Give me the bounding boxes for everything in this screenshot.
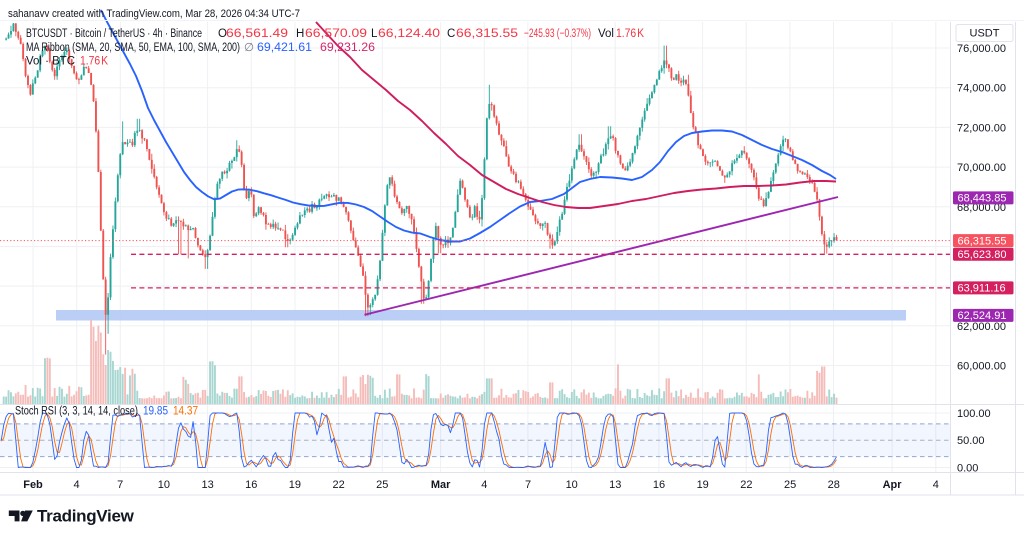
svg-text:19.85: 19.85: [143, 406, 168, 418]
svg-text:66,570.09: 66,570.09: [305, 28, 367, 40]
svg-text:4: 4: [73, 479, 79, 491]
svg-text:sahanavv created with TradingV: sahanavv created with TradingView.com, M…: [8, 8, 300, 20]
svg-text:19: 19: [289, 479, 301, 491]
svg-text:68,443.85: 68,443.85: [958, 193, 1007, 205]
svg-text:16: 16: [245, 479, 257, 491]
svg-text:−245.93 (−0.37%): −245.93 (−0.37%): [524, 28, 591, 40]
svg-text:4: 4: [933, 479, 939, 491]
svg-text:H: H: [296, 28, 304, 40]
svg-text:22: 22: [332, 479, 344, 491]
svg-text:28: 28: [828, 479, 840, 491]
svg-text:66,315.55: 66,315.55: [456, 28, 518, 40]
svg-text:62,524.91: 62,524.91: [958, 310, 1007, 322]
svg-text:10: 10: [158, 479, 170, 491]
svg-text:70,000.00: 70,000.00: [957, 162, 1006, 174]
svg-text:0.00: 0.00: [957, 463, 978, 475]
svg-text:Stoch RSI (3, 3, 14, 14, close: Stoch RSI (3, 3, 14, 14, close): [15, 406, 138, 418]
svg-text:C: C: [447, 28, 455, 40]
svg-text:66,124.40: 66,124.40: [378, 28, 440, 40]
svg-text:19: 19: [697, 479, 709, 491]
svg-text:4: 4: [481, 479, 487, 491]
svg-text:74,000.00: 74,000.00: [957, 83, 1006, 95]
svg-text:25: 25: [376, 479, 388, 491]
svg-text:MA Ribbon (SMA, 20, SMA, 50, E: MA Ribbon (SMA, 20, SMA, 50, EMA, 100, S…: [26, 42, 240, 54]
svg-text:66,561.49: 66,561.49: [226, 28, 288, 40]
svg-text:1.76 K: 1.76 K: [616, 28, 644, 40]
svg-text:13: 13: [609, 479, 621, 491]
svg-text:68,000.00: 68,000.00: [957, 202, 1006, 214]
svg-text:60,000.00: 60,000.00: [957, 361, 1006, 373]
svg-text:USDT: USDT: [970, 28, 1000, 40]
svg-text:Vol: Vol: [598, 28, 614, 40]
svg-text:Feb: Feb: [23, 479, 43, 491]
svg-text:66,315.55: 66,315.55: [958, 235, 1007, 247]
svg-text:Vol · BTC: Vol · BTC: [26, 56, 75, 68]
svg-text:100.00: 100.00: [957, 408, 991, 420]
svg-text:TradingView: TradingView: [37, 507, 135, 526]
svg-text:65,623.80: 65,623.80: [958, 249, 1007, 261]
svg-text:72,000.00: 72,000.00: [957, 122, 1006, 134]
svg-text:25: 25: [784, 479, 796, 491]
svg-text:76,000.00: 76,000.00: [957, 43, 1006, 55]
svg-text:L: L: [371, 28, 378, 40]
svg-text:22: 22: [740, 479, 752, 491]
svg-text:13: 13: [201, 479, 213, 491]
svg-text:1.76 K: 1.76 K: [80, 56, 108, 68]
svg-text:BTCUSDT · Bitcoin / TetherUS ·: BTCUSDT · Bitcoin / TetherUS · 4h · Bina…: [26, 28, 202, 40]
svg-text:7: 7: [525, 479, 531, 491]
svg-text:69,421.61: 69,421.61: [257, 42, 312, 54]
svg-text:63,911.16: 63,911.16: [958, 283, 1006, 295]
svg-text:62,000.00: 62,000.00: [957, 321, 1006, 333]
svg-text:50.00: 50.00: [957, 435, 985, 447]
svg-text:14.37: 14.37: [173, 406, 198, 418]
svg-text:7: 7: [117, 479, 123, 491]
svg-text:Apr: Apr: [883, 479, 903, 491]
svg-text:O: O: [218, 28, 227, 40]
svg-text:∅: ∅: [244, 42, 254, 54]
svg-text:10: 10: [566, 479, 578, 491]
svg-text:Mar: Mar: [431, 479, 451, 491]
svg-text:16: 16: [653, 479, 665, 491]
svg-text:69,231.26: 69,231.26: [320, 42, 375, 54]
